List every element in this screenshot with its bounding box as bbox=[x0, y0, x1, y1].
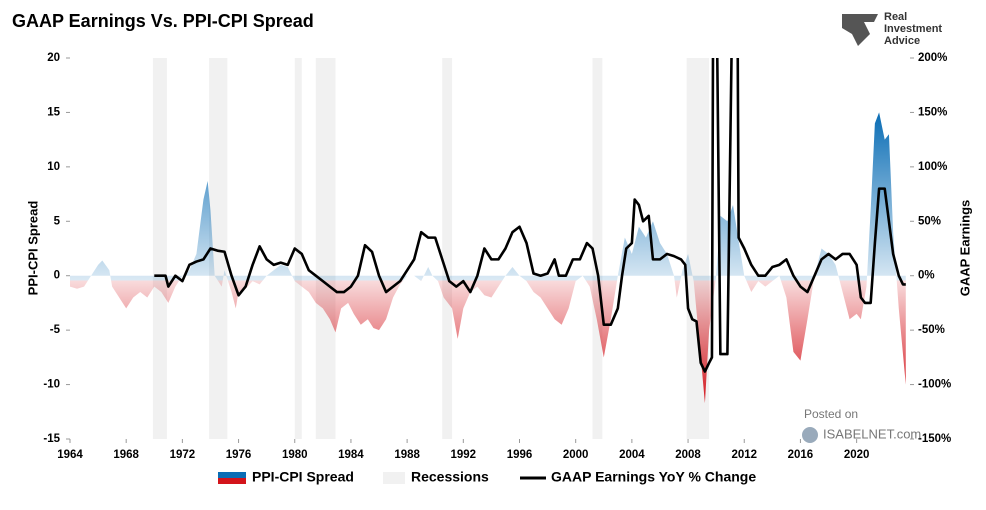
y-axis-label: PPI-CPI Spread bbox=[25, 201, 40, 296]
recession-band bbox=[315, 58, 336, 439]
logo-text: Investment bbox=[884, 23, 942, 35]
logo-text: Advice bbox=[884, 35, 920, 47]
legend-label: PPI-CPI Spread bbox=[252, 469, 354, 485]
x-tick-label: 1988 bbox=[394, 449, 420, 461]
x-tick-label: 2016 bbox=[788, 449, 814, 461]
recession-band bbox=[209, 58, 228, 439]
watermark-text: Posted on bbox=[804, 407, 858, 421]
y2-tick-label: -100% bbox=[918, 379, 951, 391]
logo-icon bbox=[842, 14, 878, 46]
watermark-icon bbox=[802, 427, 818, 443]
y2-tick-label: 100% bbox=[918, 161, 947, 173]
legend-swatch bbox=[218, 472, 246, 484]
line-layer bbox=[154, 58, 906, 373]
x-tick-label: 2008 bbox=[675, 449, 701, 461]
y-tick-label: 15 bbox=[47, 106, 60, 118]
x-tick-label: 1972 bbox=[170, 449, 196, 461]
y-tick-label: 5 bbox=[54, 215, 61, 227]
y-tick-label: -5 bbox=[50, 324, 61, 336]
earnings-line bbox=[154, 58, 906, 373]
legend-label: GAAP Earnings YoY % Change bbox=[551, 469, 756, 485]
y-tick-label: 0 bbox=[54, 270, 60, 282]
y-tick-label: -15 bbox=[43, 433, 60, 445]
y2-axis-label: GAAP Earnings bbox=[957, 200, 972, 297]
x-tick-label: 1964 bbox=[57, 449, 83, 461]
y2-tick-label: 150% bbox=[918, 106, 947, 118]
recession-band bbox=[442, 58, 453, 439]
x-tick-label: 1984 bbox=[338, 449, 364, 461]
x-tick-label: 2012 bbox=[731, 449, 757, 461]
recession-band bbox=[294, 58, 302, 439]
watermark-text: ISABELNET.com bbox=[823, 426, 921, 441]
x-tick-label: 2020 bbox=[844, 449, 870, 461]
x-tick-label: 2000 bbox=[563, 449, 589, 461]
x-tick-label: 1992 bbox=[451, 449, 477, 461]
spread-area bbox=[70, 112, 906, 404]
y2-tick-label: 200% bbox=[918, 52, 947, 64]
y2-tick-label: 50% bbox=[918, 215, 941, 227]
x-tick-label: 1976 bbox=[226, 449, 252, 461]
x-tick-label: 1980 bbox=[282, 449, 308, 461]
logo-text: Real bbox=[884, 11, 907, 23]
y-tick-label: 20 bbox=[47, 52, 60, 64]
logo: Real Investment Advice bbox=[842, 11, 942, 47]
x-tick-label: 1996 bbox=[507, 449, 533, 461]
legend-swatch bbox=[383, 472, 405, 484]
legend: PPI-CPI Spread Recessions GAAP Earnings Yo… bbox=[218, 469, 756, 485]
y2-tick-label: -50% bbox=[918, 324, 945, 336]
y-tick-label: 10 bbox=[47, 161, 60, 173]
recession-band bbox=[152, 58, 167, 439]
axes: -15 -10 -5 0 5 10 15 20 -150% -100% -50% 0% 50% 100% 1… bbox=[43, 52, 951, 461]
watermark: Posted on ISABELNET.com bbox=[802, 407, 921, 443]
y-tick-label: -10 bbox=[43, 379, 60, 391]
y2-tick-label: -150% bbox=[918, 433, 951, 445]
x-tick-label: 1968 bbox=[113, 449, 139, 461]
chart-title: GAAP Earnings Vs. PPI-CPI Spread bbox=[12, 11, 314, 31]
legend-label: Recessions bbox=[411, 469, 489, 485]
recession-band bbox=[592, 58, 603, 439]
x-tick-label: 2004 bbox=[619, 449, 645, 461]
y2-tick-label: 0% bbox=[918, 270, 935, 282]
area-layer bbox=[70, 112, 906, 404]
